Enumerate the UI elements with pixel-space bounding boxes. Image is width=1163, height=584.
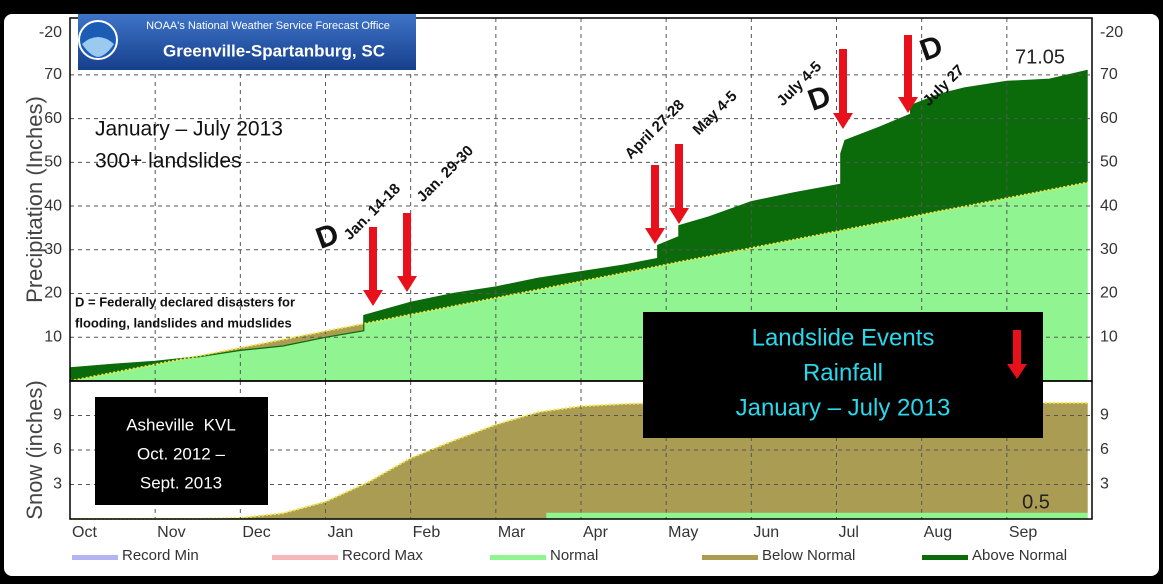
y-tick-label: 70 <box>44 66 62 83</box>
legend-swatch <box>272 555 338 560</box>
station-text: Oct. 2012 – <box>137 444 225 463</box>
key-text: January – July 2013 <box>736 394 951 421</box>
event-arrow <box>397 213 417 292</box>
x-tick-label: Jul <box>839 524 859 541</box>
y-axis-label: Snow (inches) <box>22 380 47 519</box>
disaster-note: D = Federally declared disasters for <box>75 294 295 309</box>
legend-label: Above Normal <box>972 547 1067 564</box>
legend-swatch <box>72 555 118 560</box>
y2-tick-label: 9 <box>1100 407 1109 424</box>
key-box <box>643 312 1043 438</box>
normal-area <box>70 513 1088 519</box>
y2-tick-label: 3 <box>1100 476 1109 493</box>
x-tick-label: Dec <box>242 524 270 541</box>
header-office: NOAA's National Weather Service Forecast… <box>146 20 390 32</box>
y-tick-label: 9 <box>53 407 62 424</box>
header-name: Greenville-Spartanburg, SC <box>163 41 385 60</box>
legend-swatch <box>490 555 546 560</box>
final-value-label: 71.05 <box>1015 46 1065 68</box>
x-tick-label: May <box>668 524 698 541</box>
y2-tick-label: 30 <box>1100 241 1118 258</box>
normal-line <box>69 181 1088 382</box>
y-tick-label: 6 <box>53 441 62 458</box>
event-arrow <box>898 35 918 113</box>
x-tick-label: Feb <box>413 524 441 541</box>
event-arrow <box>669 144 689 224</box>
y-top-label: -20 <box>39 24 62 41</box>
y2-tick-label: 50 <box>1100 154 1118 171</box>
station-box <box>95 397 268 505</box>
y-tick-label: 60 <box>44 110 62 127</box>
disaster-note: flooding, landslides and mudslides <box>75 315 292 330</box>
event-arrow <box>833 49 853 129</box>
y2-tick-label: 40 <box>1100 197 1118 214</box>
legend-label: Record Min <box>122 547 199 564</box>
legend-label: Record Max <box>342 547 423 564</box>
y-tick-label: 40 <box>44 197 62 214</box>
panel-frame <box>69 380 1093 520</box>
legend-label: Below Normal <box>762 547 855 564</box>
x-tick-label: Apr <box>583 524 609 541</box>
final-value-label: 0.5 <box>1022 491 1050 513</box>
x-tick-label: Sep <box>1009 524 1038 541</box>
x-tick-label: Jun <box>753 524 779 541</box>
header-box <box>78 14 416 70</box>
x-tick-label: Oct <box>72 524 97 541</box>
key-text: Rainfall <box>803 359 883 386</box>
note: 300+ landslides <box>95 150 242 173</box>
station-text: Asheville KVL <box>126 415 236 434</box>
y-tick-label: 50 <box>44 154 62 171</box>
legend-swatch <box>922 555 968 560</box>
y-axis-label: Precipitation (Inches) <box>22 96 47 303</box>
y2-tick-label: 20 <box>1100 285 1118 302</box>
y-tick-label: 30 <box>44 241 62 258</box>
above-normal-area <box>70 70 1088 382</box>
y2-tick-label: 10 <box>1100 328 1118 345</box>
noaa-logo-wave <box>82 37 114 57</box>
note: January – July 2013 <box>95 118 283 141</box>
below-normal-area <box>70 182 1088 381</box>
station-text: Sept. 2013 <box>140 473 222 492</box>
event-arrow <box>363 227 383 306</box>
key-text: Landslide Events <box>752 324 935 351</box>
y-tick-label: 10 <box>44 328 62 345</box>
x-tick-label: Aug <box>924 524 952 541</box>
y2-tick-label: 60 <box>1100 110 1118 127</box>
y-tick-label: 20 <box>44 285 62 302</box>
key-arrow <box>1007 330 1027 379</box>
legend-label: Normal <box>550 547 598 564</box>
legend-swatch <box>702 555 758 560</box>
y-tick-label: 3 <box>53 476 62 493</box>
y2-top-label: -20 <box>1100 24 1123 41</box>
y2-tick-label: 70 <box>1100 66 1118 83</box>
y2-tick-label: 6 <box>1100 441 1109 458</box>
x-tick-label: Nov <box>157 524 185 541</box>
x-tick-label: Mar <box>498 524 526 541</box>
event-arrow <box>645 165 665 244</box>
x-tick-label: Jan <box>328 524 354 541</box>
